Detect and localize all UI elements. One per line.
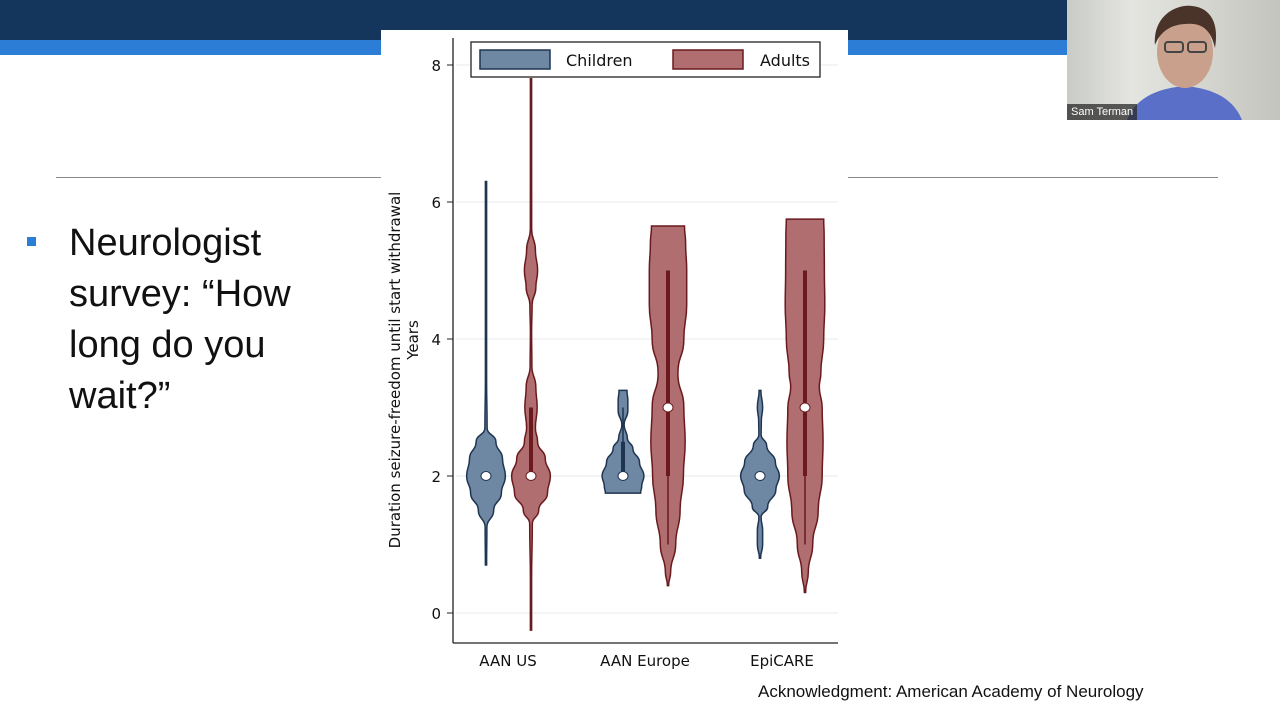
median-marker: [662, 402, 674, 413]
video-tile[interactable]: Sam Terman: [1067, 0, 1280, 120]
y-axis-label-line1: Duration seizure-freedom until start wit…: [386, 192, 404, 549]
median-marker: [525, 471, 537, 481]
median-marker: [617, 471, 629, 481]
legend-label-adults: Adults: [760, 51, 810, 70]
participant-video: [1127, 5, 1242, 120]
bullet-marker: [27, 237, 36, 246]
legend-swatch-children: [479, 49, 551, 70]
divider-right: [848, 177, 1218, 178]
violin-children: [465, 180, 507, 566]
legend: Children Adults: [470, 41, 821, 78]
x-tick-label: EpiCARE: [750, 652, 814, 670]
y-tick-label: 2: [431, 468, 441, 486]
y-tick-label: 0: [431, 605, 441, 623]
median-marker: [799, 402, 811, 413]
bullet-text: Neurologist survey: “How long do you wai…: [69, 222, 291, 417]
x-tick-label: AAN US: [479, 652, 536, 670]
y-tick-label: 8: [431, 57, 441, 75]
y-tick-label: 6: [431, 194, 441, 212]
chart-panel: 0 2 4 6 8 AAN US AAN Europe EpiCARE Duration s…: [381, 30, 848, 680]
x-tick-label: AAN Europe: [600, 652, 690, 670]
median-marker: [480, 471, 492, 481]
legend-swatch-adults: [672, 49, 744, 70]
y-tick-label: 4: [431, 331, 441, 349]
violin-chart: 0 2 4 6 8 AAN US AAN Europe EpiCARE Duration s…: [386, 38, 838, 670]
y-axis-label-line2: Years: [404, 320, 422, 361]
median-marker: [754, 471, 766, 481]
violin-adults: [510, 77, 552, 631]
legend-label-children: Children: [566, 51, 633, 70]
divider-left: [56, 177, 381, 178]
acknowledgment: Acknowledgment: American Academy of Neur…: [758, 682, 1144, 701]
participant-name: Sam Terman: [1067, 104, 1138, 120]
